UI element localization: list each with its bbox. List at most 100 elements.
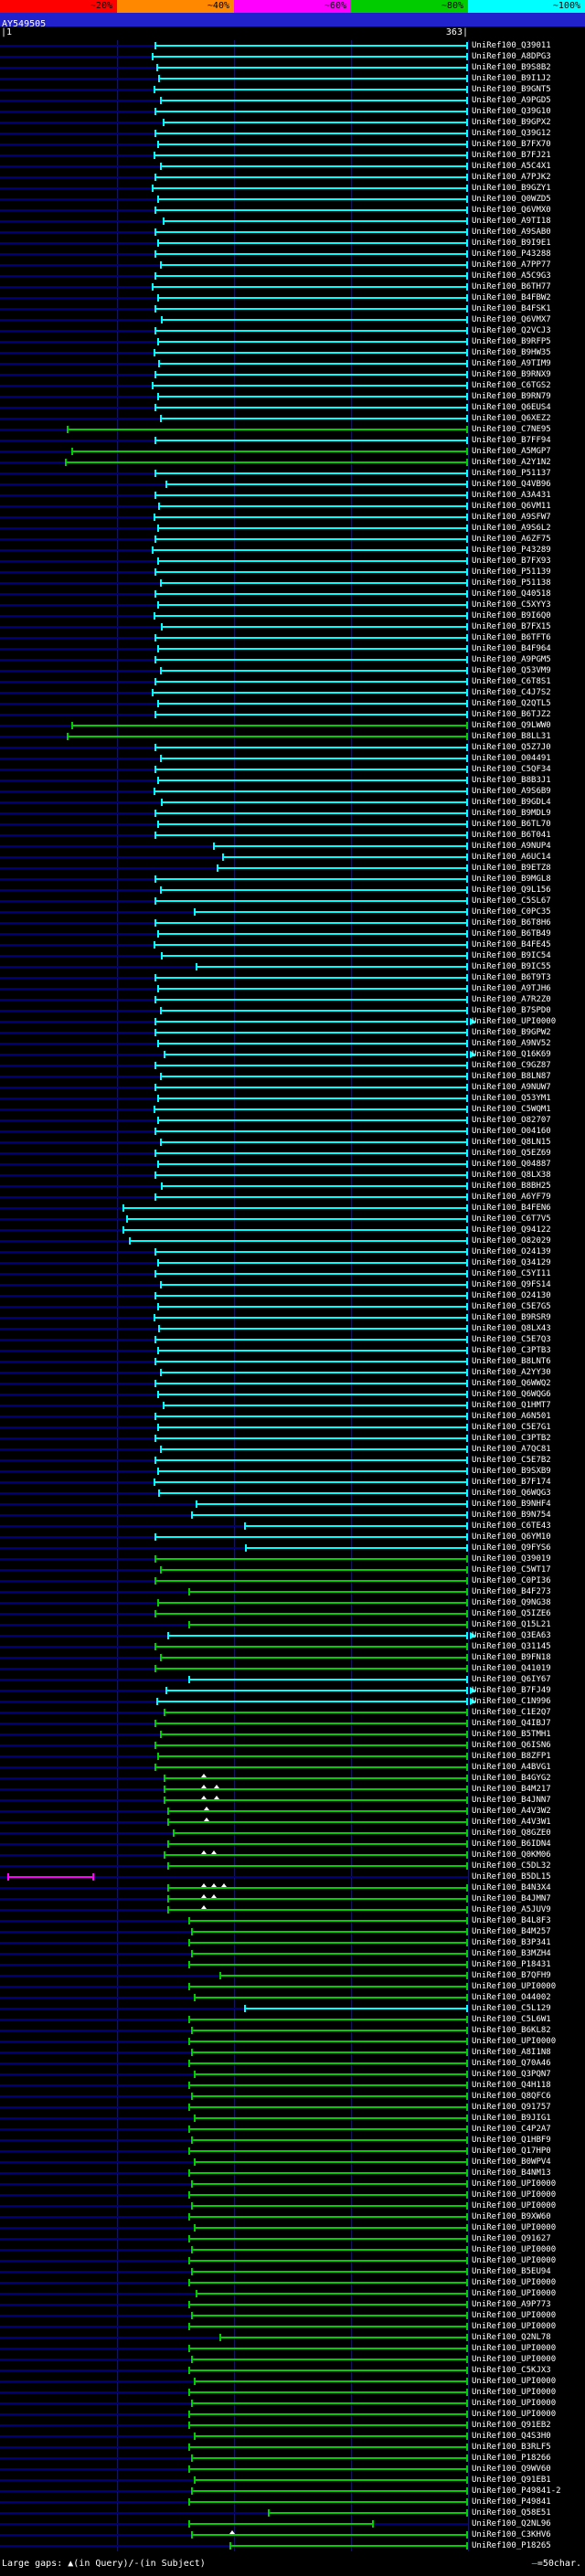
hit-label[interactable]: UniRef100_P18265 [472,2541,551,2550]
hit-bar[interactable] [157,1391,468,1398]
hit-label[interactable]: UniRef100_A2Y1N2 [472,458,551,467]
hit-bar[interactable] [154,590,468,598]
hit-label[interactable]: UniRef100_Q9NG38 [472,1598,551,1607]
hit-bar[interactable] [191,2180,468,2188]
hit-label[interactable]: UniRef100_UPI0000 [472,2399,557,2408]
hit-label[interactable]: UniRef100_P18266 [472,2454,551,2463]
hit-label[interactable]: UniRef100_Q6WWQ2 [472,1379,551,1388]
hit-label[interactable]: UniRef100_Q6XEZ2 [472,414,551,423]
hit-label[interactable]: UniRef100_UPI0000 [472,2190,557,2200]
hit-label[interactable]: UniRef100_B9RSR9 [472,1313,551,1322]
hit-label[interactable]: UniRef100_Q4S3H0 [472,2432,551,2441]
hit-label[interactable]: UniRef100_B7QFH9 [472,1971,551,1980]
hit-bar[interactable] [156,1698,468,1705]
hit-bar[interactable] [194,2378,468,2385]
hit-label[interactable]: UniRef100_C5WT17 [472,1565,551,1574]
hit-bar[interactable] [154,832,468,839]
hit-bar[interactable] [154,42,468,49]
hit-bar[interactable] [154,788,468,795]
hit-label[interactable]: UniRef100_A9TIM9 [472,359,551,368]
hit-bar[interactable] [154,1270,468,1277]
hit-label[interactable]: UniRef100_A9PGD5 [472,96,551,105]
hit-bar[interactable] [194,908,468,916]
hit-label[interactable]: UniRef100_UPI0000 [472,2377,557,2386]
hit-label[interactable]: UniRef100_B9IC55 [472,962,551,971]
hit-label[interactable]: UniRef100_B9MGL8 [472,875,551,884]
hit-label[interactable]: UniRef100_C6TE43 [472,1521,551,1531]
hit-bar[interactable] [154,897,468,905]
hit-label[interactable]: UniRef100_B9S8B2 [472,63,551,72]
hit-bar[interactable] [188,2279,468,2286]
hit-bar[interactable] [188,1676,468,1683]
hit-bar[interactable] [154,327,468,334]
hit-bar[interactable] [160,886,468,894]
hit-bar[interactable] [157,601,468,609]
hit-label[interactable]: UniRef100_B6TH77 [472,282,551,292]
hit-label[interactable]: UniRef100_Q9FS14 [472,1280,551,1289]
hit-bar[interactable] [160,1654,468,1661]
hit-label[interactable]: UniRef100_B9GZY1 [472,184,551,193]
hit-label[interactable]: UniRef100_B7FX93 [472,557,551,566]
hit-bar[interactable] [188,2498,468,2506]
hit-label[interactable]: UniRef100_B4FE45 [472,940,551,949]
hit-bar[interactable] [191,1928,468,1935]
hit-bar[interactable] [154,1358,468,1365]
hit-bar[interactable] [164,1851,468,1859]
hit-label[interactable]: UniRef100_B9I6Q0 [472,611,551,620]
hit-bar[interactable] [157,557,468,565]
hit-label[interactable]: UniRef100_B3MZH4 [472,1949,551,1958]
hit-label[interactable]: UniRef100_A5MGP7 [472,447,551,456]
hit-bar[interactable] [154,1193,468,1201]
hit-bar[interactable] [163,217,468,225]
hit-label[interactable]: UniRef100_B9HW35 [472,348,551,357]
hit-label[interactable]: UniRef100_O24130 [472,1291,551,1300]
hit-bar[interactable] [154,1435,468,1442]
hit-label[interactable]: UniRef100_C5E7B2 [472,1456,551,1465]
hit-label[interactable]: UniRef100_B8LNT6 [472,1357,551,1366]
hit-bar[interactable] [157,700,468,707]
hit-label[interactable]: UniRef100_UPI0000 [472,1982,557,1991]
hit-label[interactable]: UniRef100_Q34129 [472,1258,551,1267]
hit-bar[interactable] [157,930,468,938]
hit-bar[interactable] [163,1402,468,1409]
hit-bar[interactable] [191,2049,468,2056]
hit-bar[interactable] [152,283,468,291]
hit-label[interactable]: UniRef100_UPI0000 [472,2201,557,2210]
hit-label[interactable]: UniRef100_C6TGS2 [472,381,551,390]
hit-bar[interactable] [154,1533,468,1541]
hit-bar[interactable] [191,2246,468,2253]
hit-bar[interactable] [154,766,468,773]
hit-label[interactable]: UniRef100_C5SL67 [472,896,551,906]
hit-bar[interactable] [173,1829,468,1837]
hit-bar[interactable] [188,2422,468,2429]
hit-bar[interactable] [154,250,468,258]
hit-bar[interactable] [167,1884,468,1892]
hit-label[interactable]: UniRef100_A9S6L2 [472,524,551,533]
hit-bar[interactable] [191,2400,468,2407]
hit-label[interactable]: UniRef100_B7FX15 [472,622,551,631]
hit-label[interactable]: UniRef100_UPI0000 [472,2322,557,2331]
hit-bar[interactable] [167,1862,468,1870]
hit-label[interactable]: UniRef100_A9P773 [472,2300,551,2309]
hit-label[interactable]: UniRef100_Q6ISN6 [472,1741,551,1750]
hit-bar[interactable] [154,1555,468,1563]
hit-bar[interactable] [154,1764,468,1771]
hit-label[interactable]: UniRef100_Q0KM06 [472,1850,551,1860]
hit-bar[interactable] [67,733,468,740]
hit-label[interactable]: UniRef100_B6TFT6 [472,633,551,642]
hit-label[interactable]: UniRef100_Q8LN15 [472,1138,551,1147]
hit-label[interactable]: UniRef100_B5DL15 [472,1872,551,1882]
hit-bar[interactable] [196,2290,468,2297]
hit-bar[interactable] [167,1840,468,1848]
hit-bar[interactable] [71,448,468,455]
hit-bar[interactable] [222,853,468,861]
hit-bar[interactable] [154,941,468,949]
hit-bar[interactable] [160,667,468,674]
hit-bar[interactable] [154,228,468,236]
hit-label[interactable]: UniRef100_A9NUW7 [472,1083,551,1092]
hit-bar[interactable] [154,1106,468,1113]
hit-label[interactable]: UniRef100_UPI0000 [472,2355,557,2364]
hit-label[interactable]: UniRef100_B9XW60 [472,2212,551,2221]
hit-bar[interactable] [188,1588,468,1595]
hit-bar[interactable] [158,503,468,510]
